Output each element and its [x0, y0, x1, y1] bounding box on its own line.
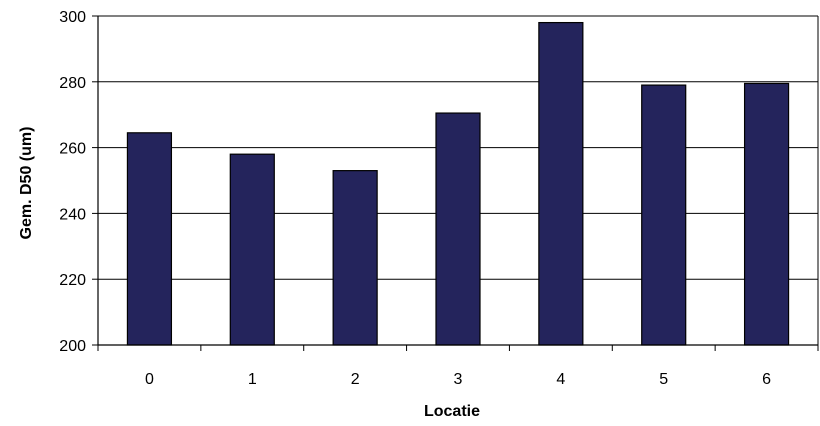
bar	[743, 82, 790, 346]
x-tick-label: 2	[351, 371, 360, 388]
y-tick-label: 300	[59, 9, 86, 26]
bar	[332, 170, 378, 346]
y-tick-label: 280	[59, 75, 86, 92]
bar	[435, 112, 481, 346]
y-tick-label: 200	[59, 338, 86, 355]
bar	[229, 153, 275, 346]
axes	[97, 16, 819, 346]
x-tick-label: 6	[762, 371, 771, 388]
y-tick-label: 220	[59, 272, 86, 289]
y-tick-label: 240	[59, 206, 86, 223]
y-axis-title: Gem. D50 (um)	[18, 127, 35, 240]
y-ticks: 200 220 240 260 280 300	[59, 9, 98, 355]
x-axis-title: Locatie	[424, 403, 480, 420]
x-tick-label: 1	[248, 371, 257, 388]
bar	[126, 132, 173, 346]
bar	[641, 84, 687, 346]
x-tick-label: 3	[454, 371, 463, 388]
bar	[538, 21, 584, 346]
y-tick-label: 260	[59, 141, 86, 158]
x-tick-label: 5	[659, 371, 668, 388]
x-tick-label: 4	[556, 371, 565, 388]
bars	[126, 21, 790, 346]
x-tick-label: 0	[145, 371, 154, 388]
x-ticks: 0 1 2 3 4 5 6	[97, 345, 819, 388]
